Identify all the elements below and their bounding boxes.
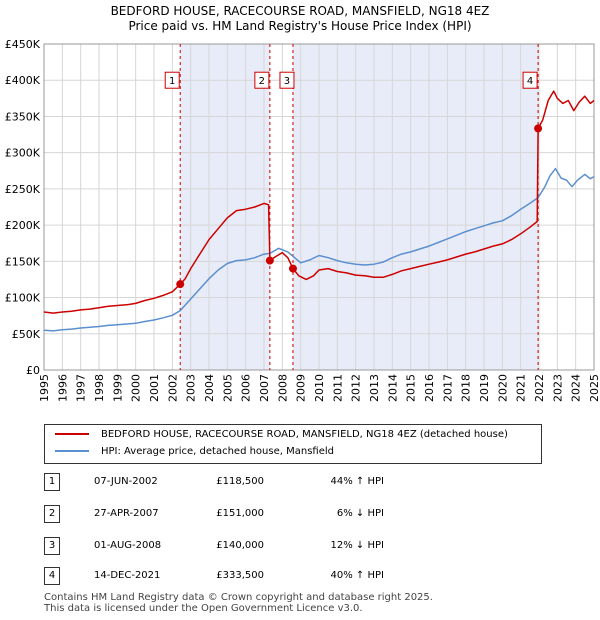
legend: BEDFORD HOUSE, RACECOURSE ROAD, MANSFIEL… <box>44 424 542 464</box>
sale-marker-box <box>279 71 295 89</box>
x-tick-label: 2004 <box>203 374 216 402</box>
x-tick-label: 2015 <box>405 374 418 402</box>
sale-marker: 3 <box>44 537 60 555</box>
sale-date: 01-AUG-2008 <box>94 540 162 551</box>
sale-point <box>288 264 297 273</box>
sale-hpi-change: 6% ↓ HPI <box>336 508 384 519</box>
y-tick-label: £200K <box>5 219 41 232</box>
sale-hpi-change: 40% ↑ HPI <box>330 570 384 581</box>
sale-date: 07-JUN-2002 <box>94 476 158 487</box>
series-line <box>43 167 595 332</box>
x-tick-label: 2020 <box>496 374 509 402</box>
x-tick-label: 2008 <box>276 374 289 402</box>
x-tick-label: 2010 <box>313 374 326 402</box>
legend-swatch-property <box>55 433 89 435</box>
x-tick-label: 2012 <box>350 374 363 402</box>
x-tick-label: 2016 <box>423 374 436 402</box>
y-tick-label: £100K <box>5 292 41 305</box>
shaded-period <box>292 44 539 370</box>
sale-marker-label: 3 <box>284 76 290 87</box>
footer-license: This data is licensed under the Open Gov… <box>44 603 363 614</box>
sale-date: 27-APR-2007 <box>94 508 159 519</box>
chart-subtitle: Price paid vs. HM Land Registry's House … <box>128 19 472 33</box>
sale-marker: 4 <box>44 567 60 585</box>
sale-price: £118,500 <box>216 476 264 487</box>
x-tick-label: 2003 <box>185 374 198 402</box>
x-tick-label: 2017 <box>441 374 454 402</box>
sale-price: £151,000 <box>216 508 264 519</box>
x-tick-label: 2006 <box>240 374 253 402</box>
plot-border <box>43 43 595 371</box>
sale-price: £333,500 <box>216 570 264 581</box>
chart-title: BEDFORD HOUSE, RACECOURSE ROAD, MANSFIEL… <box>110 4 490 18</box>
x-tick-label: 2001 <box>148 374 161 402</box>
sale-row: 2 27-APR-2007 £151,000 6% ↓ HPI <box>44 505 584 523</box>
x-tick-label: 1998 <box>93 374 106 402</box>
y-tick-label: £300K <box>5 147 41 160</box>
y-tick-label: £50K <box>12 328 41 341</box>
sale-price: £140,000 <box>216 540 264 551</box>
sale-date: 14-DEC-2021 <box>94 570 161 581</box>
y-tick-label: £150K <box>5 255 41 268</box>
sale-row: 1 07-JUN-2002 £118,500 44% ↑ HPI <box>44 473 584 491</box>
footer-copyright: Contains HM Land Registry data © Crown c… <box>44 592 433 603</box>
legend-item-property: BEDFORD HOUSE, RACECOURSE ROAD, MANSFIEL… <box>55 427 508 442</box>
x-tick-label: 2014 <box>386 374 399 402</box>
legend-swatch-hpi <box>55 450 89 452</box>
series-line <box>43 90 595 314</box>
x-tick-label: 1995 <box>38 374 51 402</box>
x-tick-label: 1996 <box>56 374 69 402</box>
x-tick-label: 2011 <box>331 374 344 402</box>
y-tick-label: £450K <box>5 38 41 51</box>
x-tick-label: 2024 <box>570 374 583 402</box>
x-tick-label: 2002 <box>166 374 179 402</box>
sale-marker-box <box>254 71 270 89</box>
x-tick-label: 2009 <box>295 374 308 402</box>
x-tick-label: 2025 <box>588 374 600 402</box>
legend-label-hpi: HPI: Average price, detached house, Mans… <box>101 446 334 457</box>
sale-marker-label: 2 <box>259 76 265 87</box>
sale-point <box>265 256 274 265</box>
legend-label-property: BEDFORD HOUSE, RACECOURSE ROAD, MANSFIEL… <box>101 429 508 440</box>
x-tick-label: 2019 <box>478 374 491 402</box>
legend-item-hpi: HPI: Average price, detached house, Mans… <box>55 444 334 459</box>
sale-point <box>534 124 543 133</box>
x-tick-label: 2000 <box>130 374 143 402</box>
y-tick-label: £350K <box>5 110 41 123</box>
sale-row: 3 01-AUG-2008 £140,000 12% ↓ HPI <box>44 537 584 555</box>
x-tick-label: 2021 <box>515 374 528 402</box>
y-tick-label: £0 <box>26 364 40 377</box>
y-tick-label: £250K <box>5 183 41 196</box>
price-chart: £0 £50K £100K £150K £200K £250K £300K £350K £400… <box>5 38 600 402</box>
sale-row: 4 14-DEC-2021 £333,500 40% ↑ HPI <box>44 567 584 585</box>
x-tick-label: 1999 <box>111 374 124 402</box>
sale-marker-box <box>522 71 538 89</box>
sale-marker: 2 <box>44 505 60 523</box>
x-tick-label: 2007 <box>258 374 271 402</box>
sale-point <box>176 280 185 289</box>
x-tick-label: 2018 <box>460 374 473 402</box>
sale-marker-label: 4 <box>527 76 533 87</box>
x-tick-label: 2023 <box>551 374 564 402</box>
x-tick-label: 2022 <box>533 374 546 402</box>
sale-marker-label: 1 <box>169 76 175 87</box>
sale-hpi-change: 12% ↓ HPI <box>330 540 384 551</box>
x-tick-label: 2013 <box>368 374 381 402</box>
sale-marker-box <box>164 71 180 89</box>
sale-hpi-change: 44% ↑ HPI <box>330 476 384 487</box>
x-tick-label: 2005 <box>221 374 234 402</box>
sale-marker: 1 <box>44 473 60 491</box>
y-tick-label: £400K <box>5 74 41 87</box>
x-tick-label: 1997 <box>75 374 88 402</box>
